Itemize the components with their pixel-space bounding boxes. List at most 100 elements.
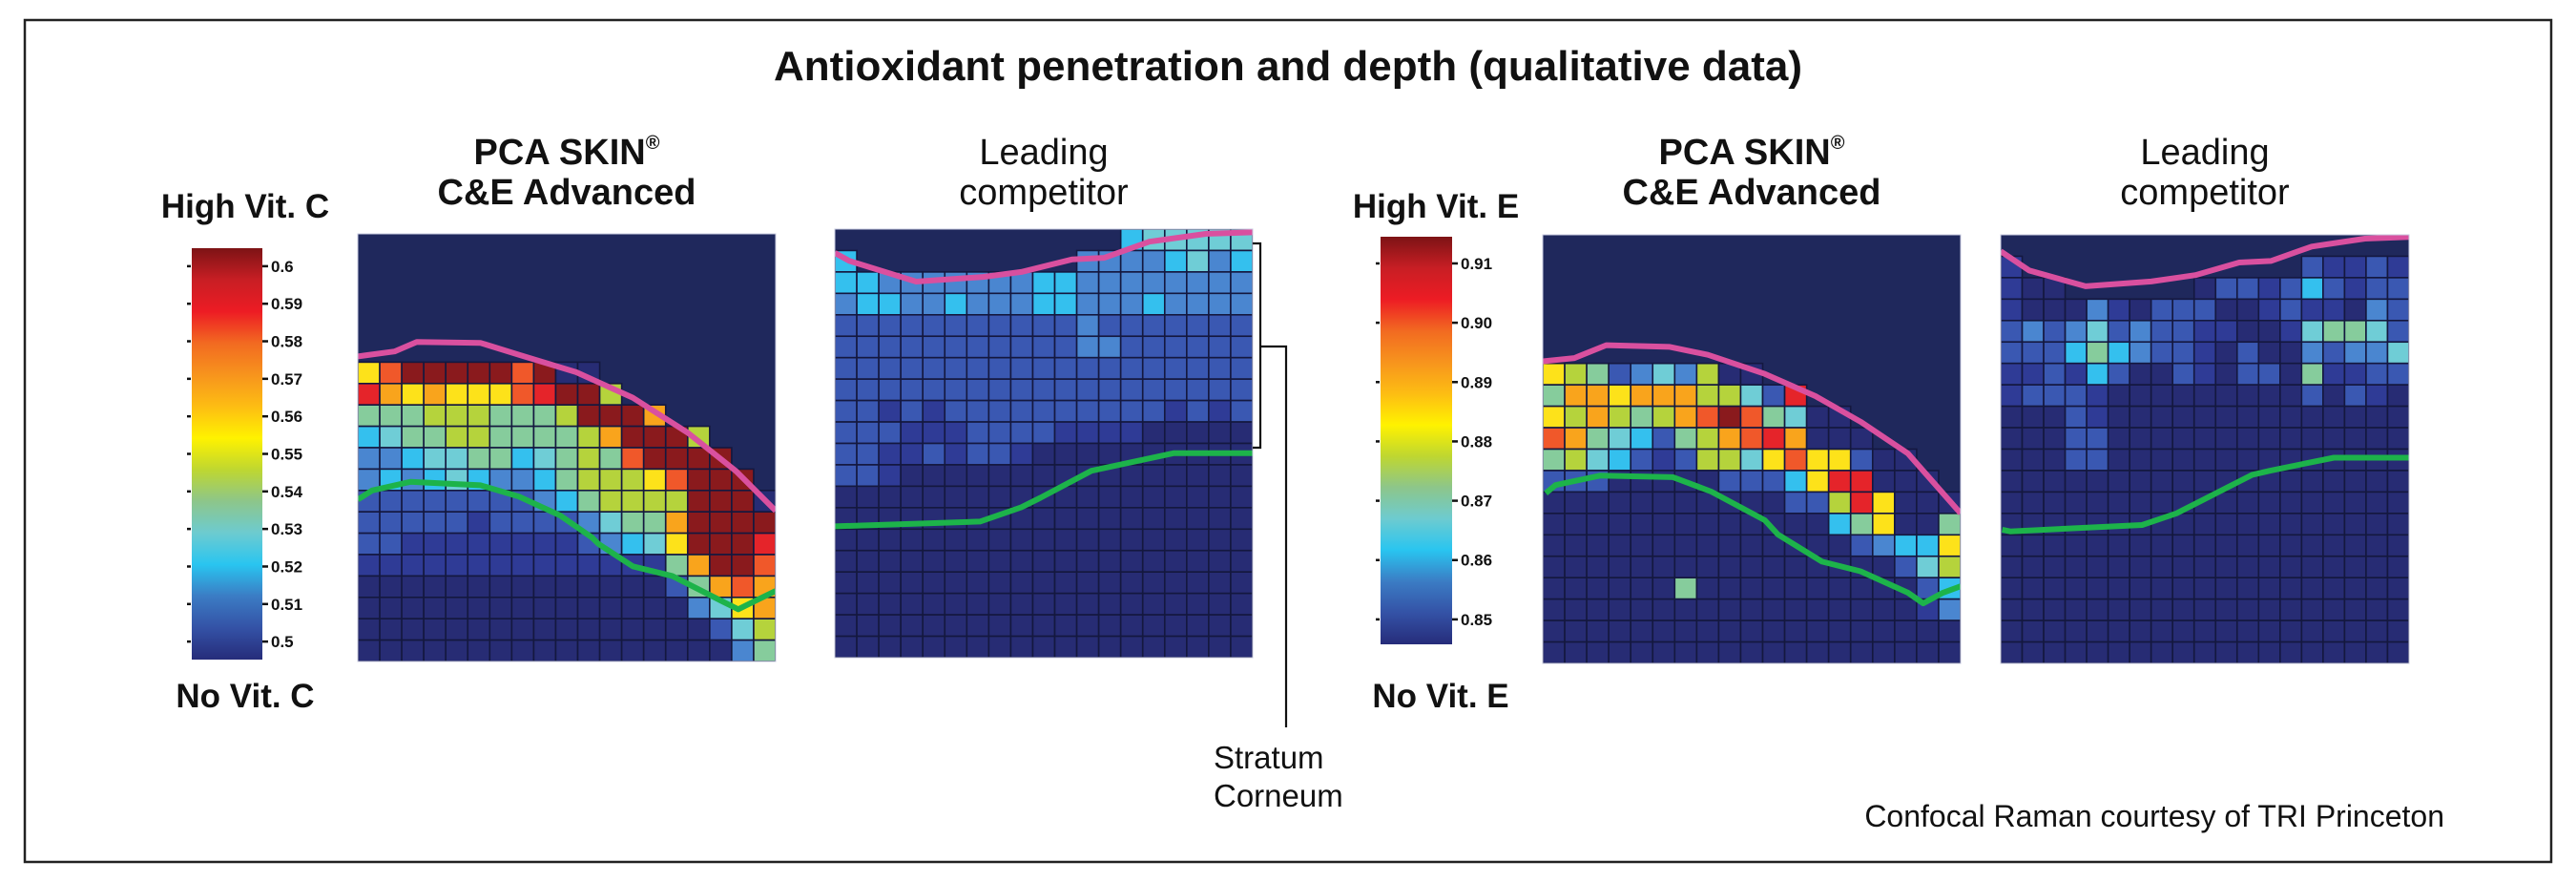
heatmap-cell xyxy=(2043,448,2067,472)
heatmap-cell xyxy=(664,618,689,641)
heatmap-cell xyxy=(709,618,733,641)
heatmap-cell xyxy=(2214,555,2238,579)
heatmap-cell xyxy=(510,596,535,620)
heatmap-cell xyxy=(2021,277,2045,301)
heatmap-cell xyxy=(2150,640,2174,663)
heatmap-cell xyxy=(2279,427,2303,451)
heatmap-cell xyxy=(1739,620,1764,643)
heatmap-cell xyxy=(856,528,880,552)
heatmap-cell xyxy=(2001,491,2024,514)
heatmap-cell xyxy=(358,404,381,428)
heatmap-cell xyxy=(1630,405,1654,429)
heatmap-cell xyxy=(2107,341,2130,365)
heatmap-cell xyxy=(2001,555,2024,579)
heatmap-cell xyxy=(2235,620,2260,643)
heatmap-cell xyxy=(1075,485,1100,509)
heatmap-cell xyxy=(1564,640,1588,663)
heatmap-cell xyxy=(1186,507,1210,531)
heatmap-cell xyxy=(1695,384,1720,408)
heatmap-cell xyxy=(686,639,711,662)
heatmap-cell xyxy=(900,356,924,380)
heatmap-cell xyxy=(1543,577,1566,600)
heatmap-cell xyxy=(686,596,711,620)
heatmap-cell xyxy=(2107,555,2130,579)
heatmap-cell xyxy=(966,442,990,466)
heatmap-cell xyxy=(2257,620,2281,643)
heatmap-cell xyxy=(2086,362,2109,386)
heatmap-cell xyxy=(423,425,447,449)
heatmap-cell xyxy=(2279,384,2303,408)
heatmap-cell xyxy=(1230,313,1253,338)
colorbar-vit-e: 0.91 0.90 0.89 0.88 0.87 0.86 0.85 xyxy=(1376,237,1492,644)
heatmap-cell xyxy=(922,335,946,359)
heatmap-cell xyxy=(379,618,403,641)
heatmap-cell xyxy=(966,378,990,402)
heatmap-cell xyxy=(1031,421,1056,445)
heatmap-cell xyxy=(944,421,968,445)
colorbar-low-label-vit-c: No Vit. C xyxy=(176,678,314,715)
heatmap-cell xyxy=(2150,384,2174,408)
heatmap-cell xyxy=(2107,470,2130,494)
heatmap-cell xyxy=(1717,620,1742,643)
heatmap-cell xyxy=(2279,341,2303,365)
heatmap-cell xyxy=(2365,427,2389,451)
colorbar-tick-label: 0.54 xyxy=(271,483,303,501)
heatmap-cell xyxy=(1119,378,1144,402)
heatmap-cell xyxy=(1208,421,1232,445)
heatmap-cell xyxy=(2043,427,2067,451)
heatmap-cell xyxy=(423,554,447,578)
heatmap-cell xyxy=(2257,534,2281,557)
heatmap-cell xyxy=(358,554,381,578)
heatmap-cell xyxy=(2021,384,2045,408)
heatmap-cell xyxy=(922,442,946,466)
heatmap-cell xyxy=(554,639,579,662)
heatmap-cell xyxy=(1053,528,1078,552)
heatmap-cell xyxy=(642,596,667,620)
heatmap-cell xyxy=(2107,534,2130,557)
heatmap-cell xyxy=(2386,577,2409,600)
heatmap-cell xyxy=(1141,356,1166,380)
heatmap-cell xyxy=(1119,464,1144,488)
heatmap-cell xyxy=(1761,598,1786,621)
heatmap-cell xyxy=(1208,271,1232,295)
heatmap-cell xyxy=(1031,571,1056,595)
heatmap-cell xyxy=(1695,405,1720,429)
heatmap-cell xyxy=(2150,319,2174,344)
heatmap-cell xyxy=(1119,571,1144,595)
heatmap-cell xyxy=(532,447,557,471)
heatmap-cell xyxy=(2064,640,2088,663)
heatmap-cell xyxy=(2386,534,2409,557)
heatmap-cell xyxy=(1141,464,1166,488)
heatmap-cell xyxy=(2192,362,2217,386)
colorbar-tick-label: 0.91 xyxy=(1461,255,1492,273)
heatmap-cell xyxy=(2235,362,2260,386)
heatmap-cell xyxy=(1630,640,1654,663)
heatmap-cell xyxy=(2365,513,2389,536)
heatmap-cell xyxy=(1075,399,1100,423)
heatmap-cell xyxy=(2086,491,2109,514)
heatmap-cell xyxy=(835,335,858,359)
heatmap-cell xyxy=(488,575,513,598)
colorbar-tick-label: 0.56 xyxy=(271,408,302,426)
heatmap-cell xyxy=(576,425,601,449)
heatmap-cell xyxy=(2171,513,2195,536)
heatmap-cell xyxy=(532,554,557,578)
heatmap-cell xyxy=(1827,620,1852,643)
heatmap-cell xyxy=(467,425,491,449)
heatmap-cell xyxy=(1938,620,1961,643)
heatmap-cell xyxy=(709,639,733,662)
heatmap-cell xyxy=(878,421,902,445)
heatmap-cell xyxy=(878,442,902,466)
heatmap-cell xyxy=(1783,577,1808,600)
heatmap-cell xyxy=(856,485,880,509)
heatmap-cell xyxy=(467,532,491,556)
heatmap-border xyxy=(834,228,1254,659)
heatmap-cell xyxy=(1119,292,1144,316)
heatmap-cell xyxy=(1230,292,1253,316)
panel-header-competitor-c: Leading xyxy=(979,133,1108,173)
heatmap-cell xyxy=(2279,470,2303,494)
heatmap-cell xyxy=(358,532,381,556)
heatmap-cell xyxy=(1695,620,1720,643)
heatmap-cell xyxy=(987,356,1012,380)
heatmap-cell xyxy=(1739,405,1764,429)
